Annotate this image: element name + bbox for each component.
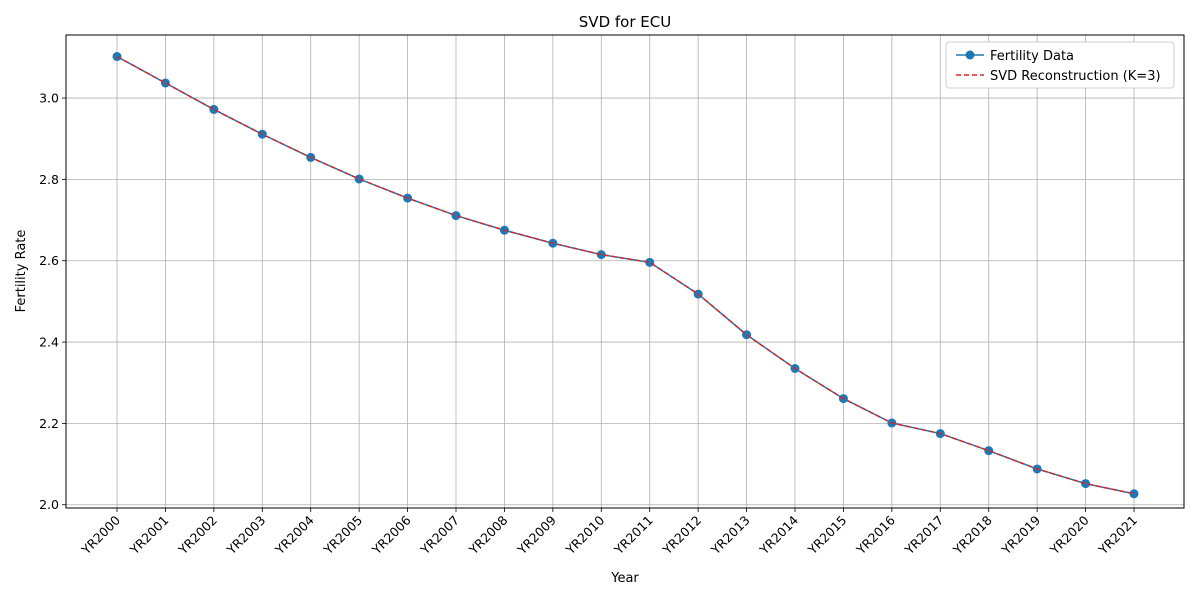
data-point [1081, 479, 1091, 489]
x-tick-label: YR2010 [562, 512, 607, 557]
data-point [984, 446, 994, 456]
x-tick-label: YR2013 [707, 513, 752, 558]
x-tick-label: YR2018 [949, 512, 994, 557]
x-tick-label: YR2015 [804, 513, 849, 558]
data-point [451, 211, 461, 221]
x-axis-title: Year [610, 571, 639, 586]
x-tick-label: YR2019 [998, 512, 1043, 557]
x-tick-label: YR2002 [175, 513, 220, 558]
plot-frame [65, 34, 1185, 509]
x-tick-label: YR2007 [417, 513, 462, 558]
y-axis: 2.0 2.2 2.4 2.6 2.8 3.0 [39, 91, 66, 512]
x-tick-label: YR2004 [271, 512, 316, 557]
data-point [112, 52, 122, 62]
chart-title: SVD for ECU [579, 13, 671, 31]
x-tick-label: YR2021 [1095, 513, 1140, 558]
x-tick-label: YR2000 [78, 512, 123, 557]
x-tick-label: YR2011 [610, 513, 655, 558]
x-tick-label: YR2009 [514, 512, 559, 557]
y-tick-label: 2.8 [39, 172, 59, 187]
x-tick-label: YR2003 [223, 513, 268, 558]
x-tick-label: YR2017 [901, 513, 946, 558]
x-tick-label: YR2020 [1046, 512, 1091, 557]
y-tick-label: 2.2 [39, 416, 59, 431]
x-tick-label: YR2012 [659, 513, 704, 558]
y-tick-label: 2.0 [39, 497, 59, 512]
data-point [209, 104, 219, 114]
x-tick-label: YR2001 [126, 513, 171, 558]
legend: Fertility Data SVD Reconstruction (K=3) [945, 41, 1175, 89]
series-line-fertility [116, 55, 1135, 495]
x-tick-label: YR2014 [756, 512, 801, 557]
series-lines [116, 55, 1135, 495]
legend-marker-fertility [965, 50, 975, 60]
x-axis: YR2000 YR2001 YR2002 YR2003 YR2004 YR2005 YR20… [78, 508, 1140, 558]
x-tick-label: YR2005 [320, 513, 365, 558]
legend-label-fertility: Fertility Data [990, 49, 1074, 64]
data-point [1129, 489, 1139, 499]
data-point [596, 250, 606, 260]
y-axis-title: Fertility Rate [14, 230, 29, 313]
series-line-svd [116, 55, 1135, 495]
x-tick-label: YR2006 [368, 512, 413, 557]
legend-label-svd: SVD Reconstruction (K=3) [990, 69, 1161, 84]
data-markers [112, 52, 1139, 499]
data-point [354, 174, 364, 184]
data-point [160, 78, 170, 88]
y-tick-label: 2.4 [39, 335, 59, 350]
x-tick-label: YR2008 [465, 512, 510, 557]
grid [66, 35, 1184, 508]
y-tick-label: 2.6 [39, 253, 59, 268]
y-tick-label: 3.0 [39, 91, 59, 106]
x-tick-label: YR2016 [853, 512, 898, 557]
legend-box [945, 41, 1175, 89]
